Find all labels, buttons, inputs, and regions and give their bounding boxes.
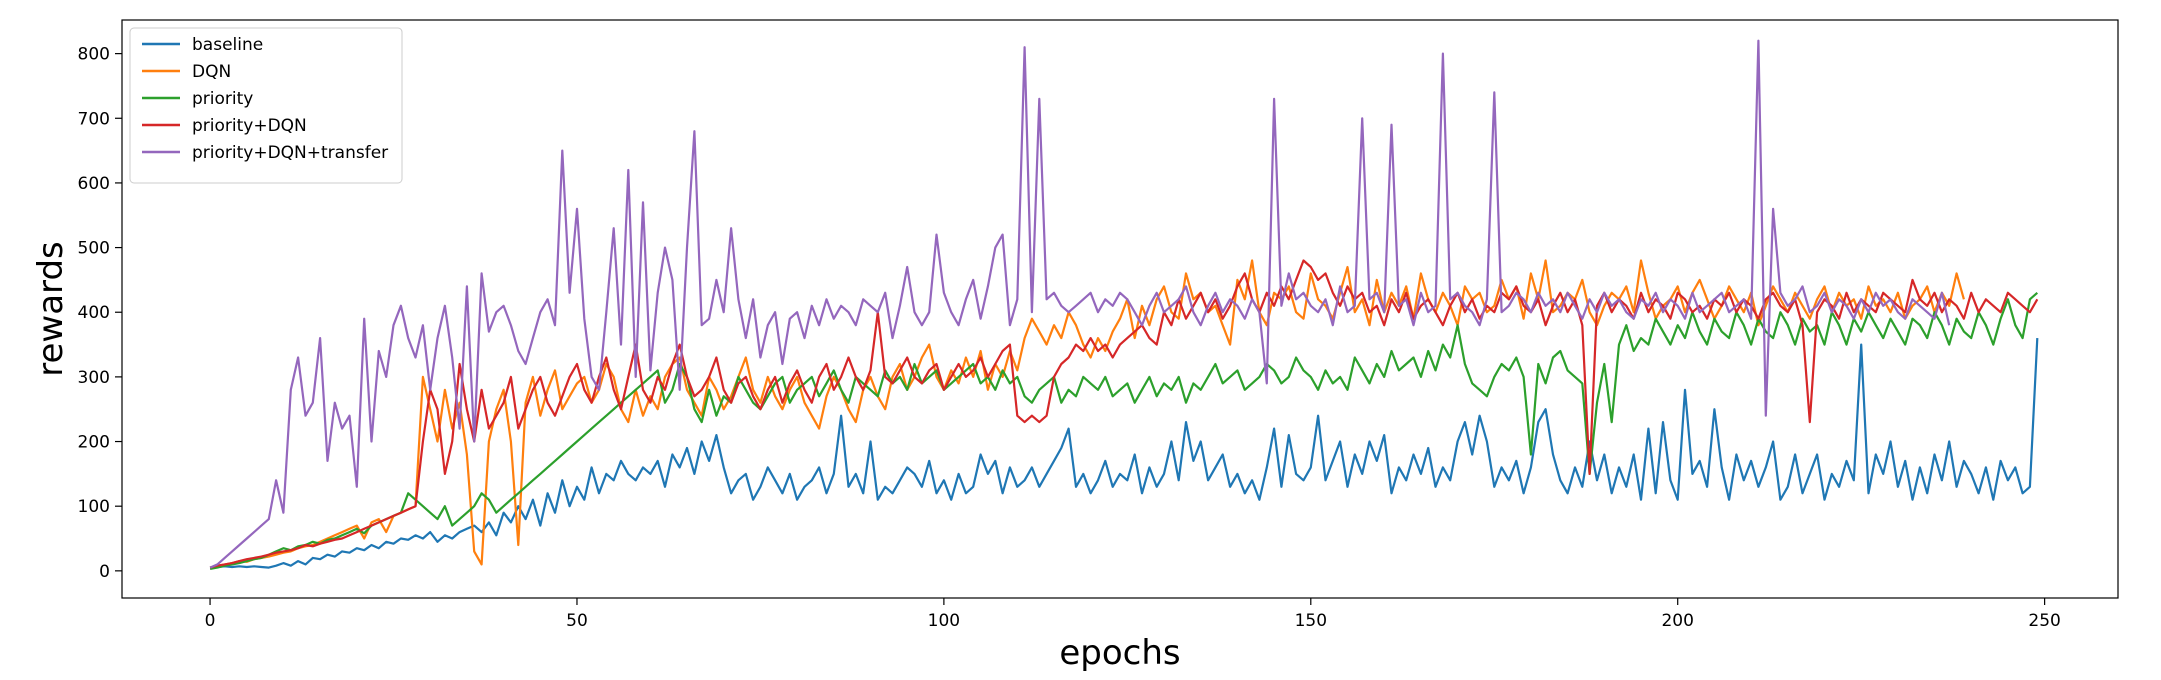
series-line-3 (209, 259, 2039, 569)
plot-frame (121, 19, 2119, 599)
legend-label: priority+DQN (192, 116, 307, 136)
y-tick-label: 200 (78, 433, 110, 453)
y-tick-label: 400 (78, 303, 110, 323)
legend-label: priority+DQN+transfer (192, 143, 388, 163)
y-tick-label: 0 (99, 562, 110, 582)
legend-label: priority (192, 89, 253, 109)
series-line-4 (209, 39, 1951, 569)
y-axis: 0 100 200 300 400 500 600 700 800 (78, 45, 122, 582)
y-tick-label: 500 (78, 239, 110, 259)
x-axis-label: epochs (1059, 633, 1180, 673)
legend: baseline DQN priority priority+DQN priority+… (129, 27, 403, 184)
y-tick-label: 300 (78, 368, 110, 388)
legend-label: DQN (192, 62, 231, 82)
x-tick-label: 250 (2028, 611, 2060, 631)
x-tick-label: 150 (1295, 611, 1327, 631)
y-axis-label: rewards (31, 241, 71, 376)
y-tick-label: 800 (78, 45, 110, 65)
y-tick-label: 700 (78, 109, 110, 129)
series-line-1 (209, 259, 1965, 569)
series-line-0 (210, 338, 2039, 569)
x-tick-label: 100 (928, 611, 960, 631)
legend-box (129, 27, 403, 184)
y-tick-label: 600 (78, 174, 110, 194)
x-axis: 0 50 100 150 200 250 (205, 598, 2061, 631)
series-layer (209, 39, 2039, 570)
series-line-2 (209, 291, 2039, 570)
x-tick-label: 0 (205, 611, 216, 631)
x-tick-label: 200 (1661, 611, 1693, 631)
y-tick-label: 100 (78, 497, 110, 517)
x-tick-label: 50 (566, 611, 588, 631)
legend-label: baseline (192, 35, 263, 55)
